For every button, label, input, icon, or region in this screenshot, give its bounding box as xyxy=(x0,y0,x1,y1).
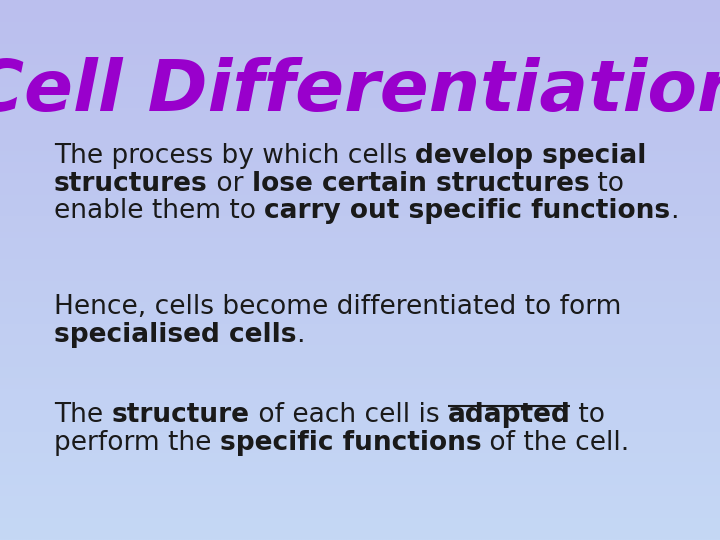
Text: specialised cells: specialised cells xyxy=(54,322,297,348)
Text: or: or xyxy=(208,171,251,197)
Text: of each cell is: of each cell is xyxy=(250,402,448,428)
Text: .: . xyxy=(297,322,305,348)
Text: lose certain structures: lose certain structures xyxy=(251,171,590,197)
Text: structures: structures xyxy=(54,171,208,197)
Text: The: The xyxy=(54,402,112,428)
Text: The process by which cells: The process by which cells xyxy=(54,143,415,169)
Text: specific functions: specific functions xyxy=(220,430,482,456)
Text: .: . xyxy=(670,198,679,224)
Text: Hence, cells become differentiated to form: Hence, cells become differentiated to fo… xyxy=(54,294,621,320)
Text: carry out specific functions: carry out specific functions xyxy=(264,198,670,224)
Text: adapted: adapted xyxy=(448,402,570,428)
Text: enable them to: enable them to xyxy=(54,198,264,224)
Text: develop special: develop special xyxy=(415,143,647,169)
Text: to: to xyxy=(570,402,606,428)
Text: of the cell.: of the cell. xyxy=(482,430,629,456)
Text: structure: structure xyxy=(112,402,250,428)
Text: perform the: perform the xyxy=(54,430,220,456)
Text: Cell Differentiation: Cell Differentiation xyxy=(0,57,720,126)
Text: to: to xyxy=(590,171,624,197)
